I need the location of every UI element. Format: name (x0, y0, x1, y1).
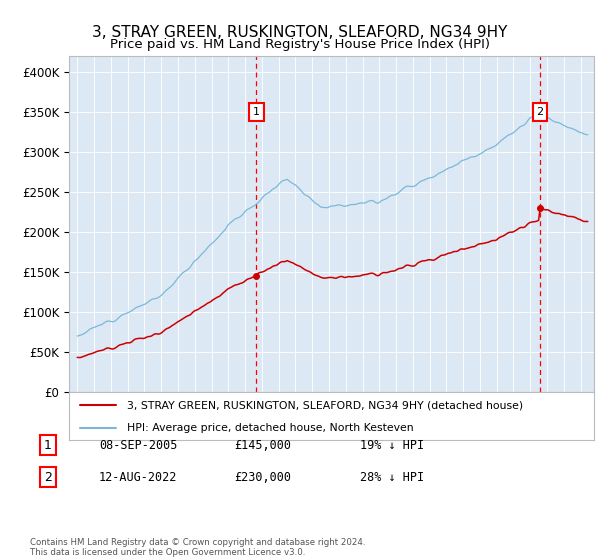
Text: 28% ↓ HPI: 28% ↓ HPI (360, 470, 424, 484)
Text: 08-SEP-2005: 08-SEP-2005 (99, 438, 178, 452)
Text: £230,000: £230,000 (234, 470, 291, 484)
Text: Contains HM Land Registry data © Crown copyright and database right 2024.
This d: Contains HM Land Registry data © Crown c… (30, 538, 365, 557)
Text: 19% ↓ HPI: 19% ↓ HPI (360, 438, 424, 452)
Text: HPI: Average price, detached house, North Kesteven: HPI: Average price, detached house, Nort… (127, 423, 413, 433)
Text: 12-AUG-2022: 12-AUG-2022 (99, 470, 178, 484)
Text: 1: 1 (44, 438, 52, 452)
Text: £145,000: £145,000 (234, 438, 291, 452)
Text: 3, STRAY GREEN, RUSKINGTON, SLEAFORD, NG34 9HY (detached house): 3, STRAY GREEN, RUSKINGTON, SLEAFORD, NG… (127, 400, 523, 410)
Text: 2: 2 (536, 107, 544, 117)
Text: 3, STRAY GREEN, RUSKINGTON, SLEAFORD, NG34 9HY: 3, STRAY GREEN, RUSKINGTON, SLEAFORD, NG… (92, 25, 508, 40)
Text: 1: 1 (253, 107, 260, 117)
Text: 2: 2 (44, 470, 52, 484)
Text: Price paid vs. HM Land Registry's House Price Index (HPI): Price paid vs. HM Land Registry's House … (110, 38, 490, 51)
